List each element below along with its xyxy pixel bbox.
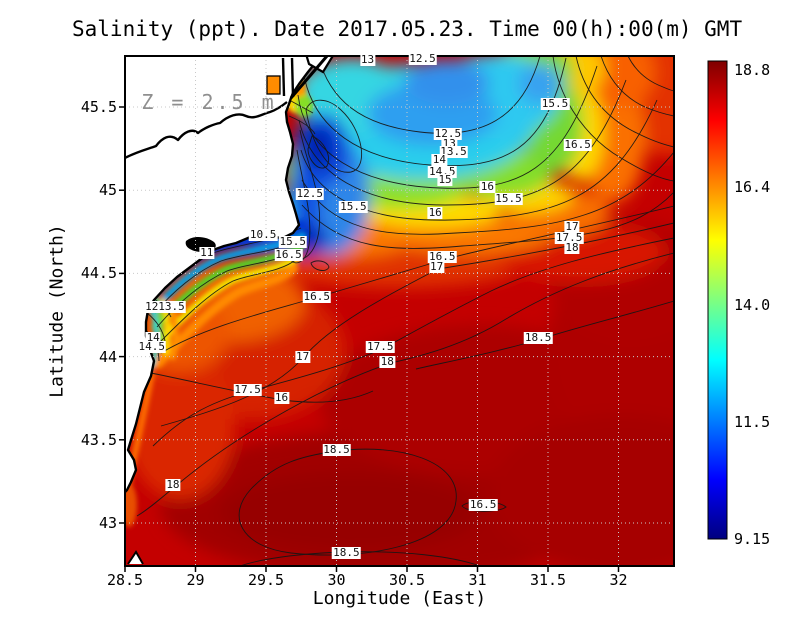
contour-label: 11: [199, 246, 215, 260]
contour-label: 15.5: [278, 234, 308, 248]
contour-label: 16.5: [468, 497, 498, 511]
contour-label: 14: [431, 153, 448, 167]
contour-label: 12.5: [408, 51, 437, 65]
contour-label: 17: [428, 259, 445, 273]
y-tick-label: 45: [98, 181, 117, 200]
x-tick-label: 31: [468, 571, 487, 589]
x-tick-label: 28.5: [106, 571, 144, 589]
contour-label: 12.5: [433, 126, 463, 140]
contour-label: 16: [479, 179, 495, 193]
contour-label: 14.5: [137, 339, 167, 353]
contour-label: 16.5: [274, 248, 303, 262]
depth-annotation: Z = 2.5 m: [141, 90, 277, 114]
contour-label: 18.5: [322, 442, 351, 456]
contour-label: 17: [564, 219, 580, 233]
contour-label: 13.5: [157, 299, 186, 313]
x-tick-label: 30.5: [388, 571, 426, 589]
contour-label: 13: [359, 53, 376, 67]
axis-tick-marks: [119, 106, 620, 572]
contour-label: 18.5: [523, 331, 553, 345]
y-axis-label: Latitude (North): [46, 224, 68, 398]
y-tick-label: 45.5: [80, 98, 117, 116]
contour-label: 12.5: [295, 186, 324, 200]
x-tick-label: 29.5: [247, 571, 285, 589]
contour-label: 16: [273, 391, 290, 405]
colorbar-tick-label: 9.15: [734, 530, 771, 548]
contour-label: 16: [427, 206, 443, 220]
x-tick-label: 30: [327, 571, 346, 589]
y-tick-label: 44: [98, 347, 117, 366]
colorbar-tick-label: 11.5: [734, 412, 771, 431]
plot-frame: [124, 55, 675, 567]
colorbar-tick-label: 18.8: [734, 61, 771, 79]
y-tick-label: 44.5: [80, 264, 117, 283]
contour-label: 18: [564, 241, 580, 255]
contour-label: 15.5: [494, 191, 523, 205]
landmass: [125, 56, 322, 494]
colorbar-tick-label: 16.4: [734, 178, 771, 197]
contour-label: 16.5: [428, 249, 457, 263]
colorbar-tick-label: 14.0: [734, 295, 771, 314]
x-tick-label: 32: [609, 571, 628, 589]
contour-label: 16.5: [302, 289, 331, 303]
spit-east-edge: [290, 57, 295, 98]
contour-label: 15.5: [540, 96, 570, 110]
contour-label: 17.5: [233, 382, 262, 396]
contour-label: 17: [295, 349, 311, 363]
spit-west-edge: [281, 57, 286, 97]
contour-label: 12: [144, 299, 160, 313]
x-axis-label: Longitude (East): [312, 588, 487, 609]
x-tick-label: 31.5: [529, 571, 567, 589]
y-tick-label: 43: [98, 514, 117, 532]
estuary-diagonal-coast: [289, 56, 329, 99]
contour-label: 15.5: [339, 199, 368, 213]
contour-label: 17.5: [365, 339, 395, 353]
contour-label: 10.5: [248, 228, 278, 242]
colorbar: [707, 60, 728, 540]
y-tick-label: 43.5: [80, 430, 117, 449]
contour-label: 15: [437, 173, 453, 187]
colorbar-gradient: [707, 60, 728, 540]
small-island: [127, 550, 144, 565]
coastline-land: [125, 56, 335, 565]
contour-label: 18: [165, 477, 181, 491]
graticule-gridlines: [125, 56, 674, 566]
contour-label: 18.5: [332, 545, 361, 559]
lagoon-cell: [266, 75, 281, 95]
x-tick-label: 29: [186, 571, 205, 589]
contour-label: 17.5: [554, 231, 584, 245]
plot-title: Salinity (ppt). Date 2017.05.23. Time 00…: [72, 17, 743, 41]
contour-label: 18: [379, 354, 395, 368]
contour-label: 16.5: [563, 138, 592, 152]
lagoon-shoreline: [125, 101, 288, 160]
